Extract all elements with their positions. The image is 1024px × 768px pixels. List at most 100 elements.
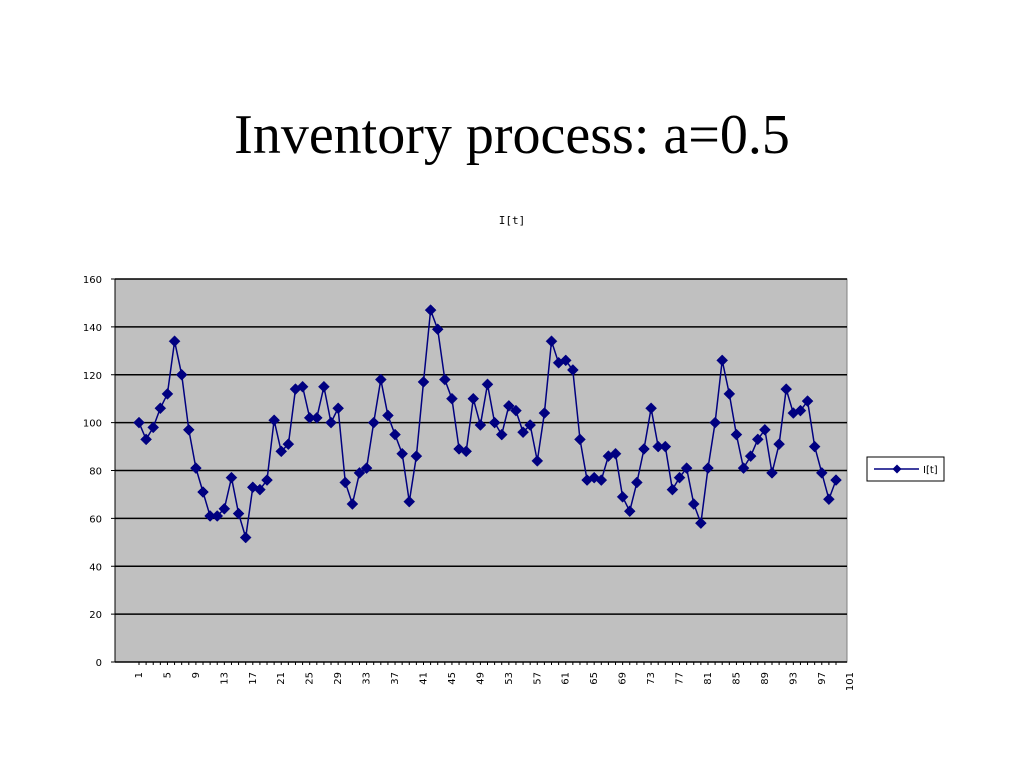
data-point [502,400,515,412]
y-tick-label: 120 [83,371,102,382]
data-point [161,388,174,400]
data-point [823,493,835,506]
data-point [631,476,643,489]
data-point [474,419,487,431]
x-tick-label: 89 [760,672,771,685]
data-point [261,474,273,486]
data-point [282,438,295,451]
data-point [559,354,572,367]
x-tick-label: 77 [675,672,686,685]
data-point [495,428,508,441]
data-point [524,419,537,431]
data-point [389,428,401,441]
data-point [723,388,736,400]
x-tick-label: 17 [248,672,259,685]
x-tick-label: 37 [390,672,401,685]
data-point [673,471,686,484]
x-tick-label: 29 [333,672,344,685]
data-point [616,490,629,503]
data-point [687,498,700,510]
data-point [666,483,679,496]
data-point [780,383,793,395]
data-point [339,476,352,489]
slide-title: Inventory process: a=0.5 [234,104,790,166]
data-point [232,507,245,520]
data-point [296,380,309,393]
data-point [325,416,337,429]
data-point [403,495,416,508]
x-tick-label: 101 [845,672,856,691]
x-tick-label: 81 [703,672,714,685]
data-point [175,368,188,381]
data-point [766,467,778,479]
data-point [147,421,160,434]
x-tick-label: 85 [731,672,742,685]
y-tick-label: 40 [89,562,102,573]
legend-marker [892,464,902,474]
data-point [410,450,423,462]
data-point [730,428,743,441]
data-point [751,433,764,446]
data-point [623,505,636,518]
x-tick-label: 25 [305,672,316,685]
data-point [709,416,721,429]
x-tick-label: 69 [618,672,629,685]
y-tick-label: 0 [96,658,102,669]
y-tick-label: 60 [89,514,102,525]
data-point [609,447,622,460]
y-tick-label: 20 [89,610,102,621]
data-point [794,404,807,417]
x-tick-label: 73 [646,672,657,685]
x-tick-label: 45 [447,672,458,685]
y-tick-label: 140 [83,323,102,334]
data-point [574,433,586,446]
data-point [638,443,650,455]
data-point [382,409,394,422]
data-point [417,376,430,388]
data-point [808,440,821,453]
data-point [438,373,451,386]
data-point [773,438,785,451]
data-point [374,373,387,386]
data-point [830,474,842,486]
data-point [801,395,814,407]
data-point [239,531,252,544]
data-point [211,510,224,522]
data-point [467,392,480,405]
x-tick-label: 57 [532,672,543,685]
data-point [133,416,145,429]
data-point [815,467,828,479]
data-point [318,380,330,393]
data-point [680,462,693,474]
data-point [538,407,551,419]
x-tick-label: 9 [191,672,202,678]
data-point [275,445,288,458]
data-point [446,392,458,405]
data-point [460,445,473,458]
x-tick-label: 13 [219,672,230,685]
data-point [645,402,657,415]
data-point [190,462,202,474]
chart-title: I[t] [498,214,526,227]
x-tick-label: 1 [134,672,145,678]
x-tick-label: 65 [589,672,600,685]
data-point [246,481,259,494]
x-tick-label: 49 [475,672,486,685]
data-point [154,402,167,415]
data-point [346,498,359,510]
data-point [531,455,544,467]
data-point [396,447,409,460]
data-point [168,335,181,348]
data-point [360,462,373,474]
data-point [759,423,771,436]
data-point [545,335,558,348]
data-point [566,364,579,376]
data-point [431,323,444,336]
y-tick-label: 160 [83,275,102,286]
data-point [744,450,757,462]
data-point [517,426,529,439]
data-point [367,416,380,429]
data-point [702,462,714,474]
